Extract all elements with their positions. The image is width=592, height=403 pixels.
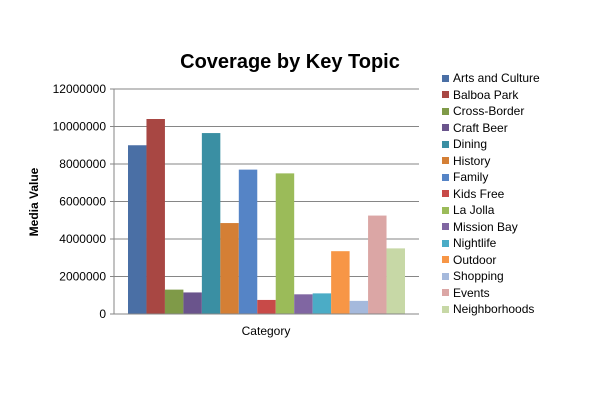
legend-label: Mission Bay: [453, 219, 518, 234]
legend-label: La Jolla: [453, 203, 495, 218]
bar-nightlife: [312, 293, 332, 314]
bar-cross-border: [164, 289, 184, 314]
legend-label: Nightlife: [453, 236, 497, 251]
legend-item: La Jolla: [442, 202, 590, 219]
legend-swatch: [442, 74, 449, 82]
legend-swatch: [442, 107, 449, 115]
legend-item: Shopping: [442, 268, 590, 285]
legend-label: Kids Free: [453, 186, 505, 201]
legend-label: Arts and Culture: [453, 71, 540, 86]
legend-swatch: [442, 272, 449, 280]
legend-swatch: [442, 124, 449, 132]
bar-dining: [201, 133, 221, 314]
legend-label: Family: [453, 170, 489, 185]
bar-balboa-park: [146, 119, 165, 314]
legend-label: Dining: [453, 137, 488, 152]
y-tick-label: 10000000: [53, 120, 107, 134]
legend-swatch: [442, 305, 449, 313]
legend-swatch: [442, 91, 449, 99]
bar-events: [368, 215, 387, 314]
bar-shopping: [349, 300, 369, 314]
legend-item: Craft Beer: [442, 120, 590, 137]
legend-swatch: [442, 173, 449, 181]
legend-swatch: [442, 256, 449, 264]
legend-item: Cross-Border: [442, 103, 590, 120]
bar-craft-beer: [183, 292, 202, 314]
y-tick-label: 2000000: [59, 270, 106, 284]
legend-item: Neighborhoods: [442, 301, 590, 318]
legend-swatch: [442, 206, 449, 214]
legend-item: Family: [442, 169, 590, 186]
legend-swatch: [442, 223, 449, 231]
bars: [128, 119, 405, 314]
legend-label: Cross-Border: [453, 104, 525, 119]
legend: Arts and Culture Balboa Park Cross-Border C…: [442, 70, 590, 318]
legend-item: Kids Free: [442, 186, 590, 203]
y-axis-ticks: 0 2000000 4000000 6000000 8000000 10000000 120…: [53, 82, 114, 321]
legend-swatch: [442, 157, 449, 165]
legend-swatch: [442, 140, 449, 148]
y-axis-label: Media Value: [27, 167, 41, 236]
legend-item: Arts and Culture: [442, 70, 590, 87]
legend-label: Craft Beer: [453, 120, 508, 135]
legend-swatch: [442, 289, 449, 297]
legend-item: Mission Bay: [442, 219, 590, 236]
legend-item: Nightlife: [442, 235, 590, 252]
bar-history: [220, 223, 239, 314]
legend-item: Balboa Park: [442, 87, 590, 104]
legend-swatch: [442, 239, 449, 247]
legend-item: Outdoor: [442, 252, 590, 269]
y-tick-label: 4000000: [59, 232, 106, 246]
y-tick-label: 8000000: [59, 157, 106, 171]
y-tick-label: 6000000: [59, 195, 106, 209]
legend-item: Dining: [442, 136, 590, 153]
y-tick-label: 0: [99, 307, 106, 321]
bar-family: [238, 169, 258, 314]
bar-kids-free: [257, 299, 276, 314]
legend-item: Events: [442, 285, 590, 302]
bar-neighborhoods: [386, 248, 405, 314]
legend-label: Shopping: [453, 269, 504, 284]
legend-label: Balboa Park: [453, 87, 519, 102]
legend-label: Outdoor: [453, 252, 497, 267]
legend-swatch: [442, 190, 449, 198]
legend-label: Neighborhoods: [453, 302, 535, 317]
legend-label: Events: [453, 285, 490, 300]
bar-mission-bay: [294, 294, 313, 314]
bar-arts-and-culture: [128, 145, 147, 314]
bar-la-jolla: [275, 173, 295, 314]
legend-item: History: [442, 153, 590, 170]
legend-label: History: [453, 153, 491, 168]
chart-title: Coverage by Key Topic: [180, 51, 400, 73]
bar-outdoor: [331, 251, 350, 314]
x-axis-label: Category: [242, 324, 291, 338]
y-tick-label: 12000000: [53, 82, 107, 96]
